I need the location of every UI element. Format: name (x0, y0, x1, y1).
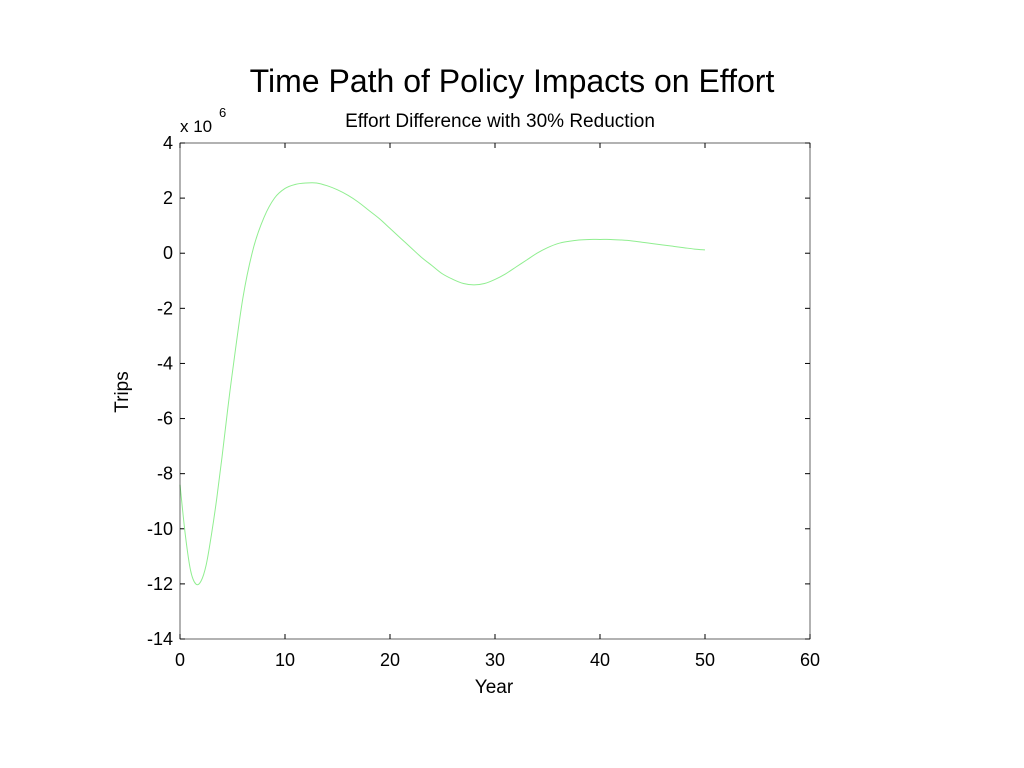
series-layer (179, 182, 706, 586)
y-tick-label: 0 (163, 243, 173, 263)
x-tick-label: 30 (485, 650, 505, 670)
y-scale-base: x 10 (180, 117, 212, 136)
x-tick-label: 10 (275, 650, 295, 670)
x-tick-label: 20 (380, 650, 400, 670)
plot-area-frame (179, 142, 811, 640)
x-tick-label: 50 (695, 650, 715, 670)
x-tick-labels: 0 10 20 30 40 50 60 (175, 650, 820, 670)
y-scale-multiplier: x 10 (180, 117, 212, 136)
y-tick-labels: -14 -12 -10 -8 -6 -4 -2 0 2 4 (147, 133, 173, 649)
y-ticks (180, 142, 810, 640)
x-axis-label: Year (475, 677, 514, 698)
y-tick-label: -2 (157, 298, 173, 318)
y-tick-label: -6 (157, 409, 173, 429)
x-tick-label: 60 (800, 650, 820, 670)
y-tick-label: -8 (157, 464, 173, 484)
x-ticks (179, 143, 811, 639)
series-line-0 (179, 182, 706, 586)
y-tick-label: 2 (163, 188, 173, 208)
chart-title: Time Path of Policy Impacts on Effort (250, 63, 775, 99)
y-tick-label: -12 (147, 574, 173, 594)
y-axis-label: Trips (112, 371, 133, 413)
x-tick-label: 40 (590, 650, 610, 670)
x-tick-label: 0 (175, 650, 185, 670)
y-tick-label: -10 (147, 519, 173, 539)
chart-subtitle: Effort Difference with 30% Reduction (345, 111, 655, 132)
y-tick-label: 4 (163, 133, 173, 153)
y-scale-exponent: 6 (219, 105, 226, 120)
y-tick-label: -4 (157, 353, 173, 373)
y-tick-label: -14 (147, 629, 173, 649)
